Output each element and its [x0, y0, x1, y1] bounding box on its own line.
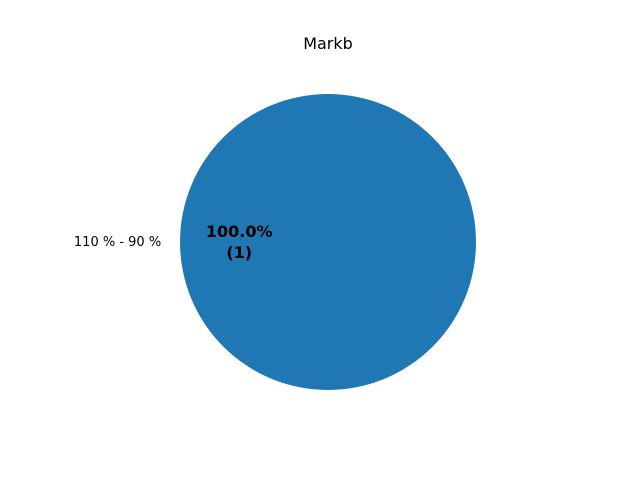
slice-category-label: 110 % - 90 %	[74, 235, 161, 250]
pie-slice	[180, 94, 476, 390]
slice-count-label: (1)	[226, 243, 252, 262]
pie-labels: 110 % - 90 % 100.0% (1)	[74, 222, 273, 262]
slice-percent-label: 100.0%	[206, 222, 273, 241]
pie-slices	[180, 94, 476, 390]
chart-title: Markb	[303, 34, 353, 53]
